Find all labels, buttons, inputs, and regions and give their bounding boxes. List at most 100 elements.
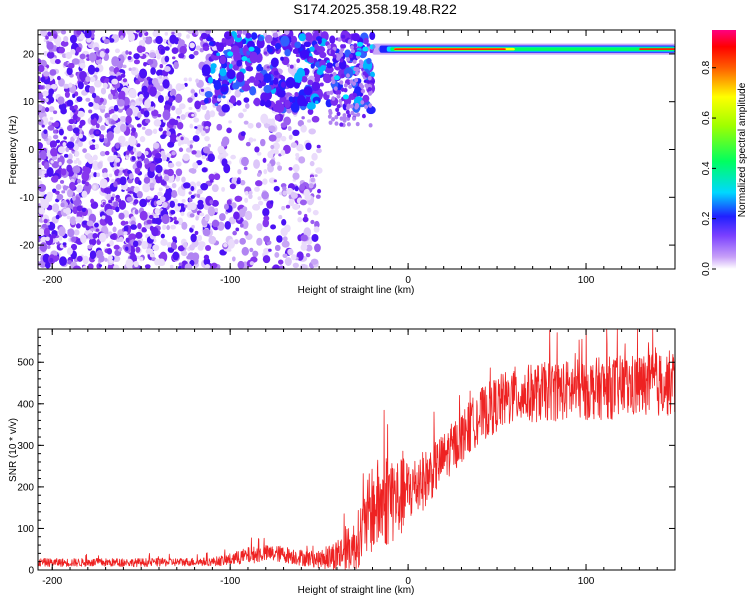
snr-ytick-label: 200 xyxy=(17,482,34,493)
spectrogram-cell xyxy=(188,106,193,111)
colorbar-tick-label: 0.4 xyxy=(701,161,712,175)
spectrogram-cell xyxy=(52,134,59,140)
spectrogram-cell xyxy=(203,121,212,128)
spectrogram-cell xyxy=(282,253,288,258)
spectrogram-cell xyxy=(249,247,254,253)
spectrogram-strong-cell xyxy=(216,52,220,57)
spectrogram-cell xyxy=(95,249,104,259)
spectrogram-cell xyxy=(164,55,170,63)
spectrogram-cell xyxy=(315,167,323,174)
spectrogram-strong-cell xyxy=(306,102,316,110)
spectrogram-cell xyxy=(46,51,55,59)
spectrogram-cell xyxy=(149,179,153,183)
spectrogram-cell xyxy=(75,216,83,223)
spectrogram-cell xyxy=(200,88,205,92)
spectrogram-cell xyxy=(66,215,71,220)
spectrogram-strong-cell xyxy=(221,37,226,44)
spectrogram-strong-cell xyxy=(246,85,251,91)
spectrogram-strong-cell xyxy=(246,40,255,49)
spectrogram-cell xyxy=(310,177,316,183)
spectrogram-cell xyxy=(141,85,148,94)
spectrogram-strong-cell xyxy=(263,84,272,94)
spectrogram-cell xyxy=(254,186,260,192)
spectrogram-cell xyxy=(196,181,201,187)
spectrogram-cell xyxy=(141,46,146,52)
spectrogram-cell xyxy=(152,30,161,38)
spectrogram-cell xyxy=(326,44,331,50)
spectrogram-cell xyxy=(272,32,279,38)
spectrogram-strong-cell xyxy=(208,41,214,46)
spectrogram-cell xyxy=(177,203,181,207)
spectrogram-cell xyxy=(58,78,65,87)
spectrogram-cell xyxy=(104,150,110,156)
spectrogram-cell xyxy=(46,41,54,51)
spectrogram-cell xyxy=(40,76,46,83)
spectrogram-cell xyxy=(169,34,177,45)
spectrogram-cell xyxy=(108,66,115,72)
spectrogram-strong-cell xyxy=(219,67,227,77)
spectrogram-cell xyxy=(115,142,120,149)
spectrogram-cell xyxy=(334,115,339,120)
spectrogram-cell xyxy=(82,220,88,225)
spectrogram-cell xyxy=(164,31,169,36)
spectrogram-cell xyxy=(153,119,162,127)
spectrogram-cell xyxy=(190,167,197,174)
spectrogram-cell xyxy=(158,187,163,192)
spectrogram-cell xyxy=(44,97,49,103)
spectrogram-cell xyxy=(180,211,185,217)
spectrogram-cell xyxy=(268,177,276,184)
spectrogram-strong-cell xyxy=(241,38,247,45)
spectrogram-cell xyxy=(196,160,203,166)
spectrogram-cell xyxy=(73,159,78,164)
spectrogram-cell xyxy=(332,54,337,59)
spectrogram-cell xyxy=(336,104,341,109)
spectrogram-cell xyxy=(207,143,211,148)
spectrogram-xtick-label: -100 xyxy=(220,275,240,286)
spectrogram-ytick-label: 10 xyxy=(23,97,35,108)
spectrogram-cell xyxy=(298,156,306,164)
spectrogram-cell xyxy=(127,55,132,61)
spectrogram-cell xyxy=(99,50,105,58)
spectrogram-cell xyxy=(142,36,147,41)
spectrogram-cell xyxy=(80,234,87,244)
spectrogram-cell xyxy=(332,72,337,77)
spectrogram-strong-cell xyxy=(320,64,327,71)
spectrogram-cell xyxy=(179,83,186,90)
spectrogram-peak-cell xyxy=(362,46,369,52)
spectrogram-cell xyxy=(337,37,342,42)
spectrogram-cell xyxy=(111,78,119,85)
snr-xtick-label: -200 xyxy=(42,576,62,587)
spectrogram-cell xyxy=(157,191,163,197)
spectrogram-cell xyxy=(248,191,253,195)
spectrogram-cell xyxy=(230,154,236,160)
spectrogram-cell xyxy=(244,197,249,203)
spectrogram-cell xyxy=(120,115,128,123)
spectrogram-cell xyxy=(244,190,249,196)
spectrogram-cell xyxy=(38,260,41,267)
spectrogram-cell xyxy=(278,153,282,157)
spectrogram-cell xyxy=(128,88,137,99)
spectrogram-cell xyxy=(364,83,369,88)
spectrogram-cell xyxy=(43,129,48,135)
spectrogram-cell xyxy=(280,227,288,237)
spectrogram-peak-cell xyxy=(227,51,234,57)
spectrogram-cell xyxy=(65,51,73,60)
spectrogram-cell xyxy=(142,182,151,193)
spectrogram-strong-cell xyxy=(341,34,346,39)
spectrogram-cell xyxy=(333,86,338,91)
spectrogram-strong-cell xyxy=(266,44,271,50)
spectrogram-cell xyxy=(192,161,198,169)
spectrogram-cell xyxy=(335,62,340,68)
spectrogram-cell xyxy=(288,198,295,207)
spectrogram-cell xyxy=(240,223,244,228)
spectrogram-cell xyxy=(305,142,312,151)
spectrogram-cell xyxy=(262,255,271,264)
spectrogram-cell xyxy=(195,78,200,84)
spectrogram-strong-cell xyxy=(279,74,284,79)
spectrogram-cell xyxy=(58,161,62,166)
spectrogram-cell xyxy=(174,93,183,104)
spectrogram-cell xyxy=(89,250,97,260)
spectrogram-cell xyxy=(260,113,269,124)
spectrogram-cell xyxy=(280,149,286,156)
spectrogram-cell xyxy=(95,130,100,135)
